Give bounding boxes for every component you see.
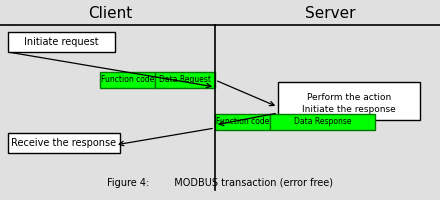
FancyBboxPatch shape [8, 32, 115, 52]
FancyBboxPatch shape [215, 114, 270, 130]
Text: Data Response: Data Response [294, 117, 351, 127]
Text: Receive the response: Receive the response [11, 138, 117, 148]
FancyBboxPatch shape [8, 133, 120, 153]
Text: Perform the action: Perform the action [307, 92, 391, 102]
Text: Initiate the response: Initiate the response [302, 104, 396, 114]
Text: Function code: Function code [101, 75, 154, 84]
FancyBboxPatch shape [270, 114, 375, 130]
FancyBboxPatch shape [100, 72, 155, 88]
Text: Data Request: Data Request [159, 75, 211, 84]
FancyBboxPatch shape [278, 82, 420, 120]
Text: Figure 4:        MODBUS transaction (error free): Figure 4: MODBUS transaction (error free… [107, 178, 333, 188]
Text: Server: Server [305, 5, 355, 21]
Text: Initiate request: Initiate request [24, 37, 98, 47]
Text: Client: Client [88, 5, 132, 21]
Text: Function code: Function code [216, 117, 269, 127]
FancyBboxPatch shape [155, 72, 215, 88]
